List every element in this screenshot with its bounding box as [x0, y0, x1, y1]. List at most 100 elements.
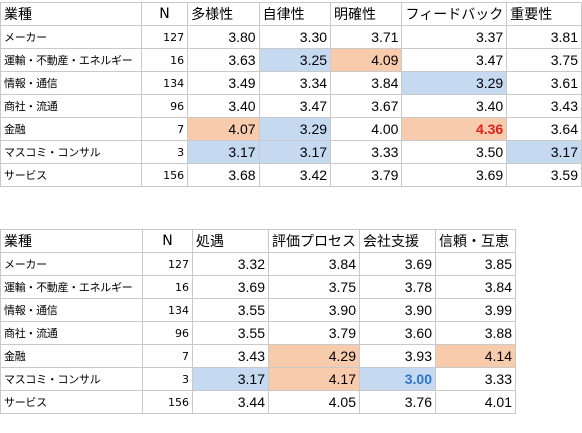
score-cell-low: 3.29 — [401, 71, 508, 95]
industry-name: 情報・通信 — [0, 71, 142, 95]
score-cell: 3.81 — [506, 25, 582, 49]
sample-size: 7 — [142, 344, 193, 368]
score-cell: 3.55 — [192, 298, 269, 322]
score-cell: 3.40 — [401, 94, 508, 118]
sample-size: 127 — [140, 25, 189, 49]
header-diversity: 多様性 — [187, 2, 260, 26]
industry-name: 情報・通信 — [0, 298, 143, 322]
header-evaluation-process: 評価プロセス — [268, 229, 360, 253]
score-cell: 3.47 — [258, 94, 332, 118]
score-cell: 3.33 — [330, 140, 403, 164]
header-n: N — [140, 2, 189, 26]
score-cell: 3.84 — [330, 71, 403, 95]
score-cell-low: 3.25 — [258, 48, 332, 72]
score-cell: 3.69 — [401, 163, 508, 187]
table-header-row: 業種 N 多様性 自律性 明確性 フィードバック 重要性 — [0, 2, 582, 26]
sample-size: 7 — [140, 117, 189, 141]
score-cell: 3.49 — [187, 71, 260, 95]
score-cell: 3.79 — [268, 321, 360, 345]
industry-name: 金融 — [0, 344, 143, 368]
score-cell: 3.80 — [187, 25, 260, 49]
industry-name: 運輸・不動産・エネルギー — [0, 48, 142, 72]
sample-size: 3 — [142, 367, 193, 391]
sample-size: 134 — [142, 298, 193, 322]
sample-size: 127 — [142, 252, 193, 276]
industry-name: メーカー — [0, 252, 143, 276]
score-cell: 3.33 — [435, 367, 516, 391]
score-cell: 4.05 — [268, 390, 360, 414]
sample-size: 16 — [142, 275, 193, 299]
sample-size: 156 — [142, 390, 193, 414]
score-cell: 3.69 — [359, 252, 436, 276]
table-row: 運輸・不動産・エネルギー 16 3.69 3.75 3.78 3.84 — [0, 275, 516, 299]
score-cell-high: 4.09 — [330, 48, 403, 72]
industry-name: マスコミ・コンサル — [0, 140, 142, 164]
table-row: メーカー 127 3.80 3.30 3.71 3.37 3.81 — [0, 25, 582, 49]
table-row: 商社・流通 96 3.40 3.47 3.67 3.40 3.43 — [0, 94, 582, 118]
industry-name: サービス — [0, 163, 142, 187]
score-cell: 3.44 — [192, 390, 269, 414]
sample-size: 96 — [140, 94, 189, 118]
industry-name: サービス — [0, 390, 143, 414]
header-importance: 重要性 — [506, 2, 582, 26]
score-cell-low: 3.17 — [187, 140, 260, 164]
header-clarity: 明確性 — [330, 2, 403, 26]
sample-size: 96 — [142, 321, 193, 345]
score-cell: 3.78 — [359, 275, 436, 299]
industry-scores-table-2: 業種 N 処遇 評価プロセス 会社支援 信頼・互恵 メーカー 127 3.32 … — [0, 229, 516, 414]
score-cell: 3.61 — [506, 71, 582, 95]
sample-size: 3 — [140, 140, 189, 164]
industry-name: 商社・流通 — [0, 321, 143, 345]
score-cell: 3.50 — [401, 140, 508, 164]
score-cell-low: 3.29 — [258, 117, 332, 141]
table-row: 金融 7 3.43 4.29 3.93 4.14 — [0, 344, 516, 368]
score-cell-min: 3.00 — [359, 367, 436, 391]
score-cell-max: 4.36 — [401, 117, 508, 141]
score-cell: 3.63 — [187, 48, 260, 72]
industry-name: 金融 — [0, 117, 142, 141]
score-cell: 3.43 — [506, 94, 582, 118]
score-cell: 3.67 — [330, 94, 403, 118]
score-cell: 3.40 — [187, 94, 260, 118]
header-company-support: 会社支援 — [359, 229, 436, 253]
score-cell: 3.90 — [359, 298, 436, 322]
header-trust-reciprocity: 信頼・互恵 — [435, 229, 516, 253]
score-cell: 3.84 — [268, 252, 360, 276]
score-cell: 3.55 — [192, 321, 269, 345]
header-n: N — [142, 229, 193, 253]
header-treatment: 処遇 — [192, 229, 269, 253]
table-header-row: 業種 N 処遇 評価プロセス 会社支援 信頼・互恵 — [0, 229, 516, 253]
score-cell-high: 4.29 — [268, 344, 360, 368]
score-cell: 3.64 — [506, 117, 582, 141]
score-cell: 3.71 — [330, 25, 403, 49]
score-cell: 3.34 — [258, 71, 332, 95]
score-cell: 3.43 — [192, 344, 269, 368]
score-cell: 3.84 — [435, 275, 516, 299]
score-cell: 3.68 — [187, 163, 260, 187]
score-cell-low: 3.17 — [258, 140, 332, 164]
score-cell-high: 4.14 — [435, 344, 516, 368]
sample-size: 134 — [140, 71, 189, 95]
sample-size: 156 — [140, 163, 189, 187]
score-cell: 3.69 — [192, 275, 269, 299]
table-row: サービス 156 3.68 3.42 3.79 3.69 3.59 — [0, 163, 582, 187]
score-cell: 3.85 — [435, 252, 516, 276]
score-cell: 3.59 — [506, 163, 582, 187]
industry-name: 運輸・不動産・エネルギー — [0, 275, 143, 299]
score-cell: 3.75 — [268, 275, 360, 299]
score-cell: 3.90 — [268, 298, 360, 322]
header-autonomy: 自律性 — [258, 2, 332, 26]
table-row: マスコミ・コンサル 3 3.17 3.17 3.33 3.50 3.17 — [0, 140, 582, 164]
industry-name: マスコミ・コンサル — [0, 367, 143, 391]
score-cell: 3.32 — [192, 252, 269, 276]
score-cell: 3.30 — [258, 25, 332, 49]
score-cell: 4.01 — [435, 390, 516, 414]
score-cell: 3.37 — [401, 25, 508, 49]
table-row: 情報・通信 134 3.49 3.34 3.84 3.29 3.61 — [0, 71, 582, 95]
header-feedback: フィードバック — [401, 2, 508, 26]
score-cell: 3.75 — [506, 48, 582, 72]
score-cell: 3.93 — [359, 344, 436, 368]
table-row: 商社・流通 96 3.55 3.79 3.60 3.88 — [0, 321, 516, 345]
score-cell: 3.42 — [258, 163, 332, 187]
score-cell: 4.00 — [330, 117, 403, 141]
